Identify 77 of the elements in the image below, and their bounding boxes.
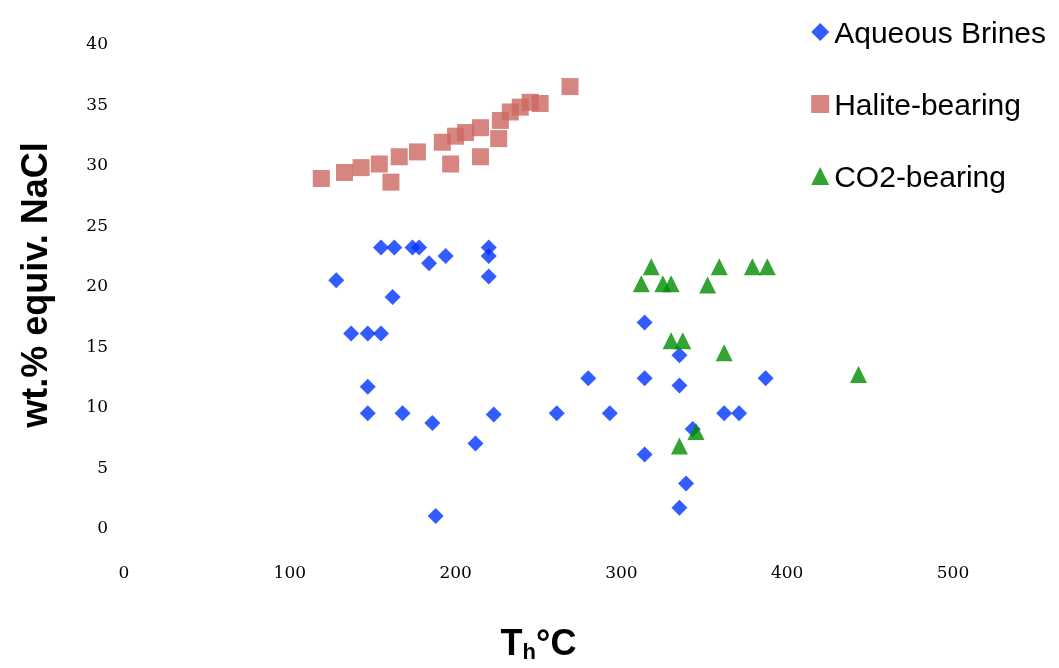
point: [636, 446, 653, 463]
point: [411, 239, 428, 256]
point: [372, 239, 389, 256]
point: [394, 405, 411, 422]
point: [671, 499, 688, 516]
y-tick-label: 40: [86, 33, 108, 53]
point: [662, 275, 680, 293]
point: [467, 435, 484, 452]
point: [758, 258, 776, 276]
point: [437, 247, 454, 264]
point: [328, 272, 345, 289]
point: [716, 405, 733, 422]
point: [312, 170, 330, 188]
point: [424, 414, 441, 431]
y-tick-label: 15: [86, 335, 108, 356]
legend-label: Aqueous Brines: [834, 15, 1047, 49]
point: [715, 344, 733, 362]
point: [580, 370, 597, 387]
point: [710, 258, 728, 276]
y-tick-label: 20: [86, 275, 108, 295]
point: [636, 370, 653, 387]
point: [531, 95, 549, 112]
y-axis-title: wt.% equiv. NaCl: [13, 142, 55, 429]
x-tick-label: 100: [273, 561, 307, 582]
point: [384, 289, 401, 306]
point: [699, 276, 717, 294]
point: [670, 437, 688, 455]
point: [471, 119, 489, 137]
legend-label: CO2-bearing: [834, 159, 1006, 193]
point: [480, 247, 497, 264]
point: [359, 378, 376, 395]
legend-label: Halite-bearing: [834, 87, 1021, 121]
point: [678, 475, 695, 492]
point: [457, 124, 475, 142]
point: [632, 275, 650, 293]
point: [386, 239, 403, 256]
y-tick-label: 10: [86, 396, 108, 416]
point: [548, 405, 565, 422]
point: [849, 366, 867, 384]
x-tick-label: 0: [118, 561, 130, 582]
x-tick-label: 200: [439, 561, 472, 582]
x-tick-label: 300: [605, 561, 638, 582]
point: [408, 143, 426, 161]
point: [370, 155, 388, 173]
point: [561, 78, 579, 96]
point: [642, 258, 660, 276]
point: [731, 405, 748, 422]
x-tick-label: 400: [770, 561, 804, 582]
point: [343, 325, 360, 342]
y-tick-label: 5: [97, 456, 108, 477]
point: [743, 258, 761, 276]
point: [757, 370, 774, 387]
point: [671, 377, 688, 394]
x-tick-label: 500: [936, 561, 970, 582]
y-tick-label: 35: [86, 93, 108, 114]
y-tick-label: 0: [97, 517, 108, 537]
point: [359, 325, 376, 342]
point: [372, 325, 389, 342]
point: [601, 405, 618, 422]
point: [382, 173, 400, 191]
point: [687, 422, 705, 440]
point: [427, 508, 444, 525]
point: [359, 405, 376, 422]
point: [390, 148, 408, 166]
point: [421, 255, 438, 272]
point: [442, 155, 460, 173]
point: [671, 347, 688, 364]
y-tick-label: 30: [86, 154, 108, 174]
point: [352, 159, 370, 177]
y-tick-label: 25: [86, 214, 108, 235]
point: [336, 163, 354, 181]
point: [485, 406, 502, 423]
point: [490, 130, 508, 148]
point: [636, 314, 653, 331]
point: [471, 148, 489, 166]
point: [674, 332, 692, 350]
point: [480, 268, 497, 285]
